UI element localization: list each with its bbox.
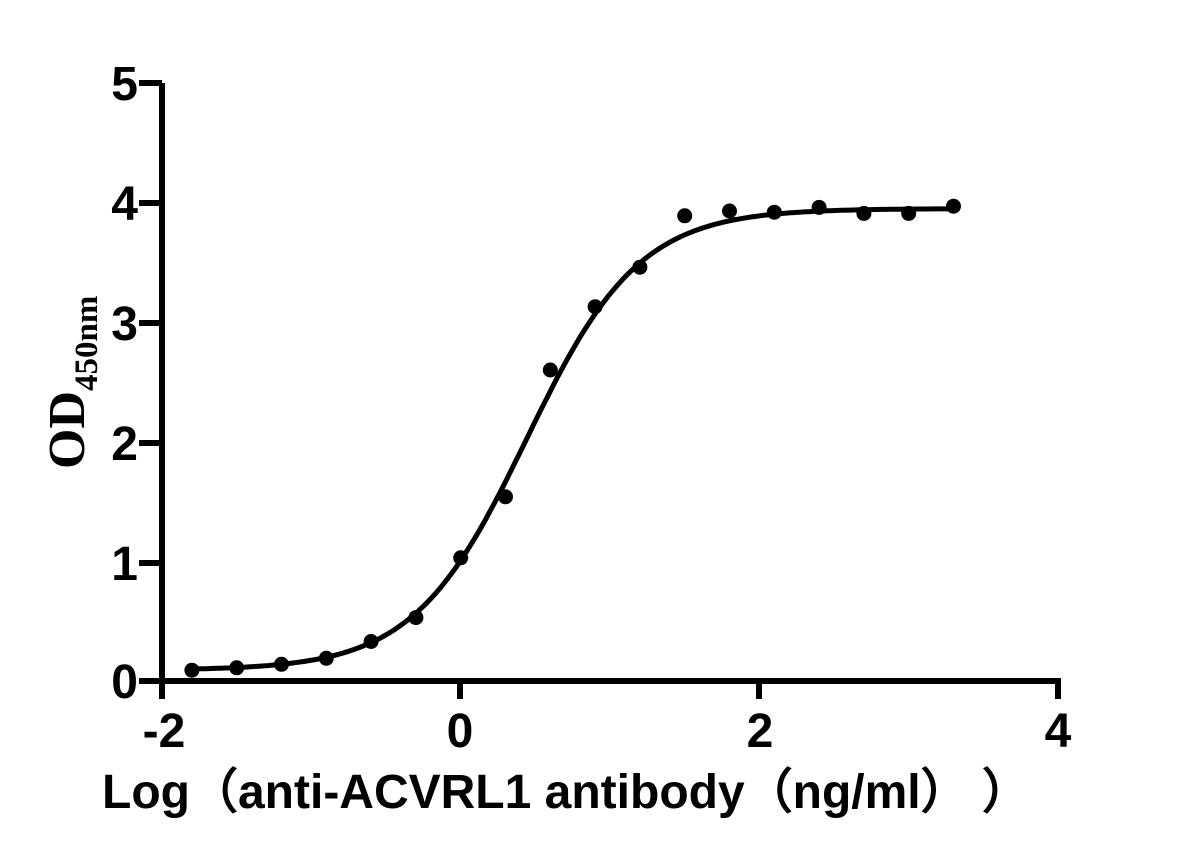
y-tick-marks (139, 80, 162, 566)
y-tick-label-3: 3 (111, 298, 138, 351)
data-point (632, 259, 648, 275)
data-point (542, 362, 558, 378)
fit-curve (184, 206, 955, 672)
y-axis-title: OD450nm (39, 296, 105, 469)
y-tick-label-0: 0 (111, 656, 138, 709)
data-point (946, 198, 961, 214)
x-tick-labels: -2 0 2 4 (143, 705, 1072, 758)
data-point (498, 489, 513, 505)
data-point (587, 299, 603, 315)
data-point (274, 656, 289, 672)
data-point (453, 550, 469, 566)
data-point (677, 208, 693, 224)
data-point (856, 205, 872, 221)
data-point (184, 662, 200, 678)
data-point (363, 634, 379, 649)
x-tick-label-2: 2 (747, 705, 774, 758)
y-axis-title-main: OD (39, 391, 96, 469)
x-tick-label-0: 0 (447, 705, 474, 758)
data-point (318, 650, 334, 666)
y-tick-labels: 0 1 2 3 4 5 (111, 58, 138, 709)
y-tick-label-2: 2 (111, 418, 138, 471)
data-point (901, 205, 917, 221)
x-axis-title: Log（anti-ACVRL1 antibody（ng/ml） ） (102, 766, 1030, 819)
data-points (184, 198, 961, 678)
data-point (722, 203, 737, 219)
data-point (408, 610, 424, 626)
y-tick-label-4: 4 (111, 178, 138, 231)
data-point (229, 660, 245, 676)
axes (139, 80, 1061, 699)
y-axis-title-subscript: 450nm (69, 296, 105, 391)
y-tick-label-5: 5 (111, 58, 138, 111)
x-tick-label-4: 4 (1045, 705, 1072, 758)
data-point (811, 199, 827, 215)
x-tick-label-neg2: -2 (143, 705, 186, 758)
x-tick-marks (457, 681, 1061, 699)
y-tick-label-1: 1 (111, 538, 138, 591)
data-point (766, 204, 782, 220)
